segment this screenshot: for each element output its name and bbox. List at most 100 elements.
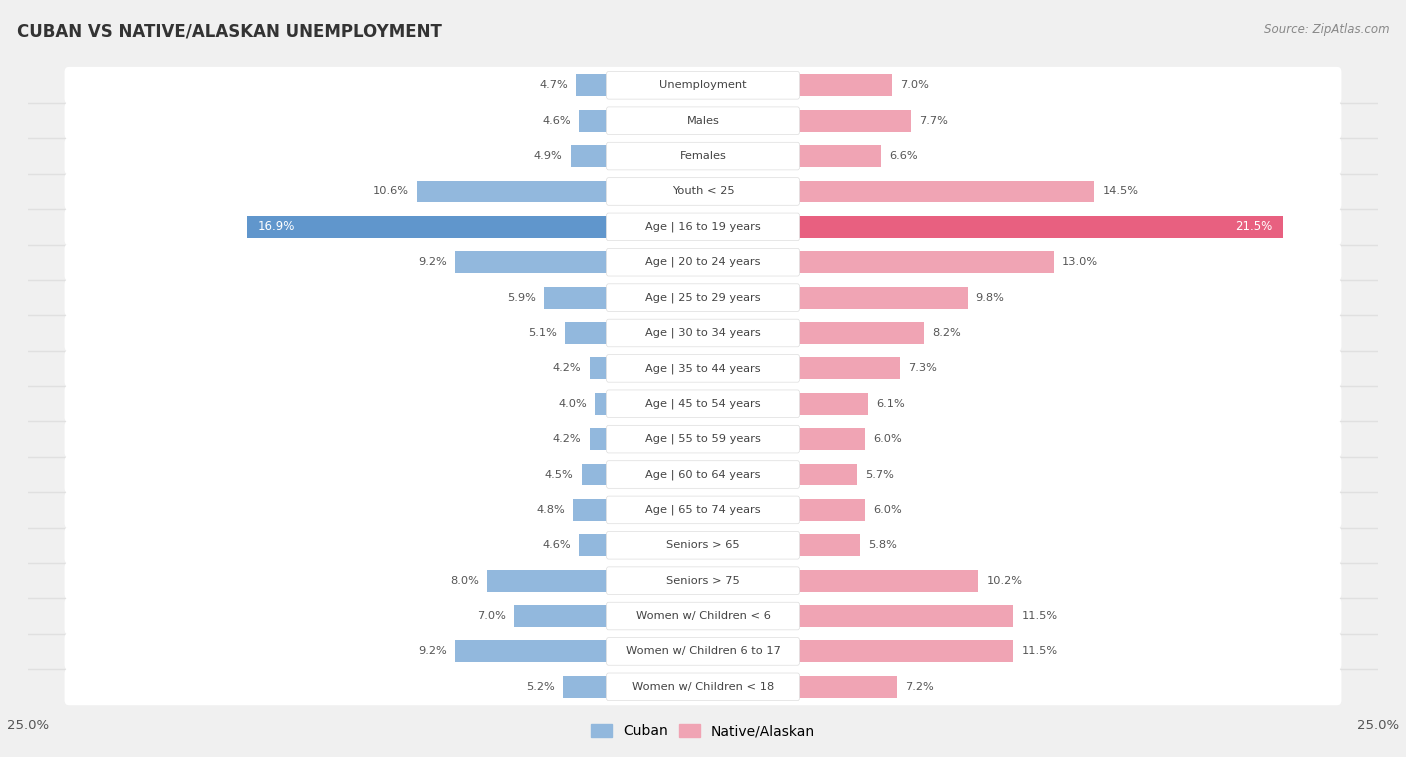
Text: 14.5%: 14.5% (1102, 186, 1139, 197)
Text: 10.6%: 10.6% (373, 186, 409, 197)
Text: 4.8%: 4.8% (537, 505, 565, 515)
Text: Age | 30 to 34 years: Age | 30 to 34 years (645, 328, 761, 338)
FancyBboxPatch shape (606, 390, 800, 418)
FancyBboxPatch shape (65, 244, 1341, 281)
Text: Age | 20 to 24 years: Age | 20 to 24 years (645, 257, 761, 267)
Bar (544, 287, 703, 309)
FancyBboxPatch shape (606, 71, 800, 99)
FancyBboxPatch shape (65, 67, 1341, 104)
Text: Age | 16 to 19 years: Age | 16 to 19 years (645, 222, 761, 232)
Bar (571, 145, 703, 167)
Bar (703, 357, 900, 379)
Text: 5.2%: 5.2% (526, 682, 554, 692)
FancyBboxPatch shape (65, 315, 1341, 351)
Text: 13.0%: 13.0% (1062, 257, 1098, 267)
FancyBboxPatch shape (606, 461, 800, 488)
FancyBboxPatch shape (606, 531, 800, 559)
FancyBboxPatch shape (606, 248, 800, 276)
FancyBboxPatch shape (65, 385, 1341, 422)
Text: 5.1%: 5.1% (529, 328, 557, 338)
Text: 7.2%: 7.2% (905, 682, 934, 692)
Text: 21.5%: 21.5% (1236, 220, 1272, 233)
Bar (703, 287, 967, 309)
Text: 7.0%: 7.0% (900, 80, 929, 90)
Text: 5.7%: 5.7% (865, 469, 894, 479)
FancyBboxPatch shape (606, 284, 800, 311)
Text: 5.9%: 5.9% (506, 293, 536, 303)
Bar (703, 322, 924, 344)
FancyBboxPatch shape (65, 633, 1341, 670)
Text: Unemployment: Unemployment (659, 80, 747, 90)
Text: 9.2%: 9.2% (418, 257, 447, 267)
Bar (595, 393, 703, 415)
Text: Youth < 25: Youth < 25 (672, 186, 734, 197)
Bar (703, 428, 865, 450)
Bar (703, 110, 911, 132)
FancyBboxPatch shape (606, 178, 800, 205)
Text: Age | 60 to 64 years: Age | 60 to 64 years (645, 469, 761, 480)
FancyBboxPatch shape (606, 637, 800, 665)
Bar (703, 534, 859, 556)
Bar (703, 570, 979, 592)
Bar (454, 640, 703, 662)
Bar (486, 570, 703, 592)
Text: 4.2%: 4.2% (553, 363, 582, 373)
Bar (416, 180, 703, 202)
Bar (565, 322, 703, 344)
Bar (703, 251, 1054, 273)
Text: 8.2%: 8.2% (932, 328, 962, 338)
Bar (589, 428, 703, 450)
FancyBboxPatch shape (606, 673, 800, 701)
Text: Age | 25 to 29 years: Age | 25 to 29 years (645, 292, 761, 303)
Text: 11.5%: 11.5% (1022, 646, 1057, 656)
Text: 4.7%: 4.7% (540, 80, 568, 90)
Text: 6.6%: 6.6% (889, 151, 918, 161)
Text: 4.9%: 4.9% (534, 151, 562, 161)
Text: Women w/ Children < 18: Women w/ Children < 18 (631, 682, 775, 692)
Text: 7.3%: 7.3% (908, 363, 936, 373)
FancyBboxPatch shape (606, 213, 800, 241)
Text: 10.2%: 10.2% (987, 575, 1022, 586)
FancyBboxPatch shape (606, 319, 800, 347)
Text: 8.0%: 8.0% (450, 575, 479, 586)
FancyBboxPatch shape (65, 173, 1341, 210)
FancyBboxPatch shape (65, 208, 1341, 245)
FancyBboxPatch shape (65, 527, 1341, 564)
Bar (579, 534, 703, 556)
Text: Women w/ Children 6 to 17: Women w/ Children 6 to 17 (626, 646, 780, 656)
Text: Age | 35 to 44 years: Age | 35 to 44 years (645, 363, 761, 374)
FancyBboxPatch shape (65, 102, 1341, 139)
Text: Age | 45 to 54 years: Age | 45 to 54 years (645, 398, 761, 409)
FancyBboxPatch shape (65, 491, 1341, 528)
Text: Females: Females (679, 151, 727, 161)
Legend: Cuban, Native/Alaskan: Cuban, Native/Alaskan (585, 718, 821, 743)
Text: 9.8%: 9.8% (976, 293, 1004, 303)
Text: 4.5%: 4.5% (544, 469, 574, 479)
Bar (703, 640, 1014, 662)
FancyBboxPatch shape (606, 425, 800, 453)
Bar (247, 216, 703, 238)
Bar (579, 110, 703, 132)
Bar (703, 463, 856, 485)
Text: CUBAN VS NATIVE/ALASKAN UNEMPLOYMENT: CUBAN VS NATIVE/ALASKAN UNEMPLOYMENT (17, 23, 441, 41)
Text: 4.6%: 4.6% (543, 540, 571, 550)
FancyBboxPatch shape (606, 567, 800, 594)
Text: Age | 65 to 74 years: Age | 65 to 74 years (645, 505, 761, 516)
FancyBboxPatch shape (65, 456, 1341, 493)
Bar (703, 180, 1094, 202)
FancyBboxPatch shape (606, 107, 800, 135)
Text: 6.1%: 6.1% (876, 399, 904, 409)
Text: Age | 55 to 59 years: Age | 55 to 59 years (645, 434, 761, 444)
Text: 6.0%: 6.0% (873, 435, 901, 444)
FancyBboxPatch shape (606, 354, 800, 382)
Text: 4.0%: 4.0% (558, 399, 586, 409)
Text: 4.6%: 4.6% (543, 116, 571, 126)
Text: 16.9%: 16.9% (257, 220, 295, 233)
Bar (574, 499, 703, 521)
FancyBboxPatch shape (606, 142, 800, 170)
Bar (454, 251, 703, 273)
Bar (515, 605, 703, 627)
FancyBboxPatch shape (606, 603, 800, 630)
Bar (562, 676, 703, 698)
Text: Seniors > 65: Seniors > 65 (666, 540, 740, 550)
